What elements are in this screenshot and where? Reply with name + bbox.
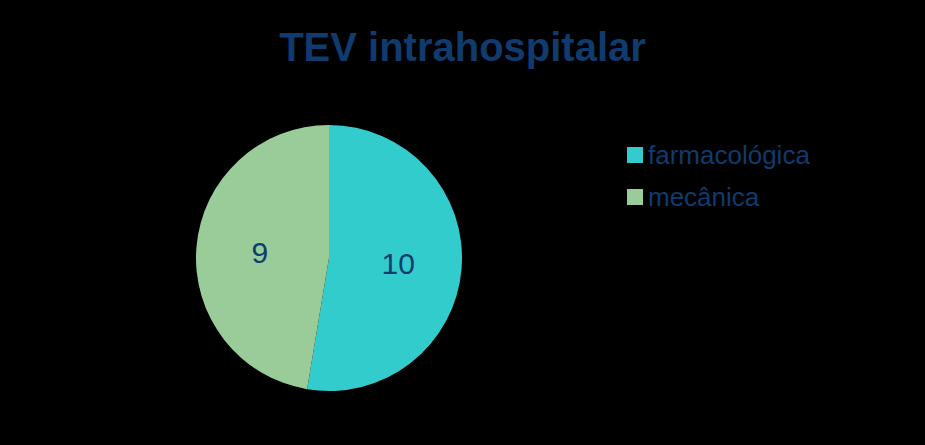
svg-text:farmacológica: farmacológica bbox=[648, 140, 810, 170]
svg-text:TEV intrahospitalar: TEV intrahospitalar bbox=[279, 25, 646, 69]
svg-text:9: 9 bbox=[251, 236, 268, 269]
svg-text:mecânica: mecânica bbox=[648, 182, 760, 212]
svg-text:10: 10 bbox=[382, 247, 415, 280]
